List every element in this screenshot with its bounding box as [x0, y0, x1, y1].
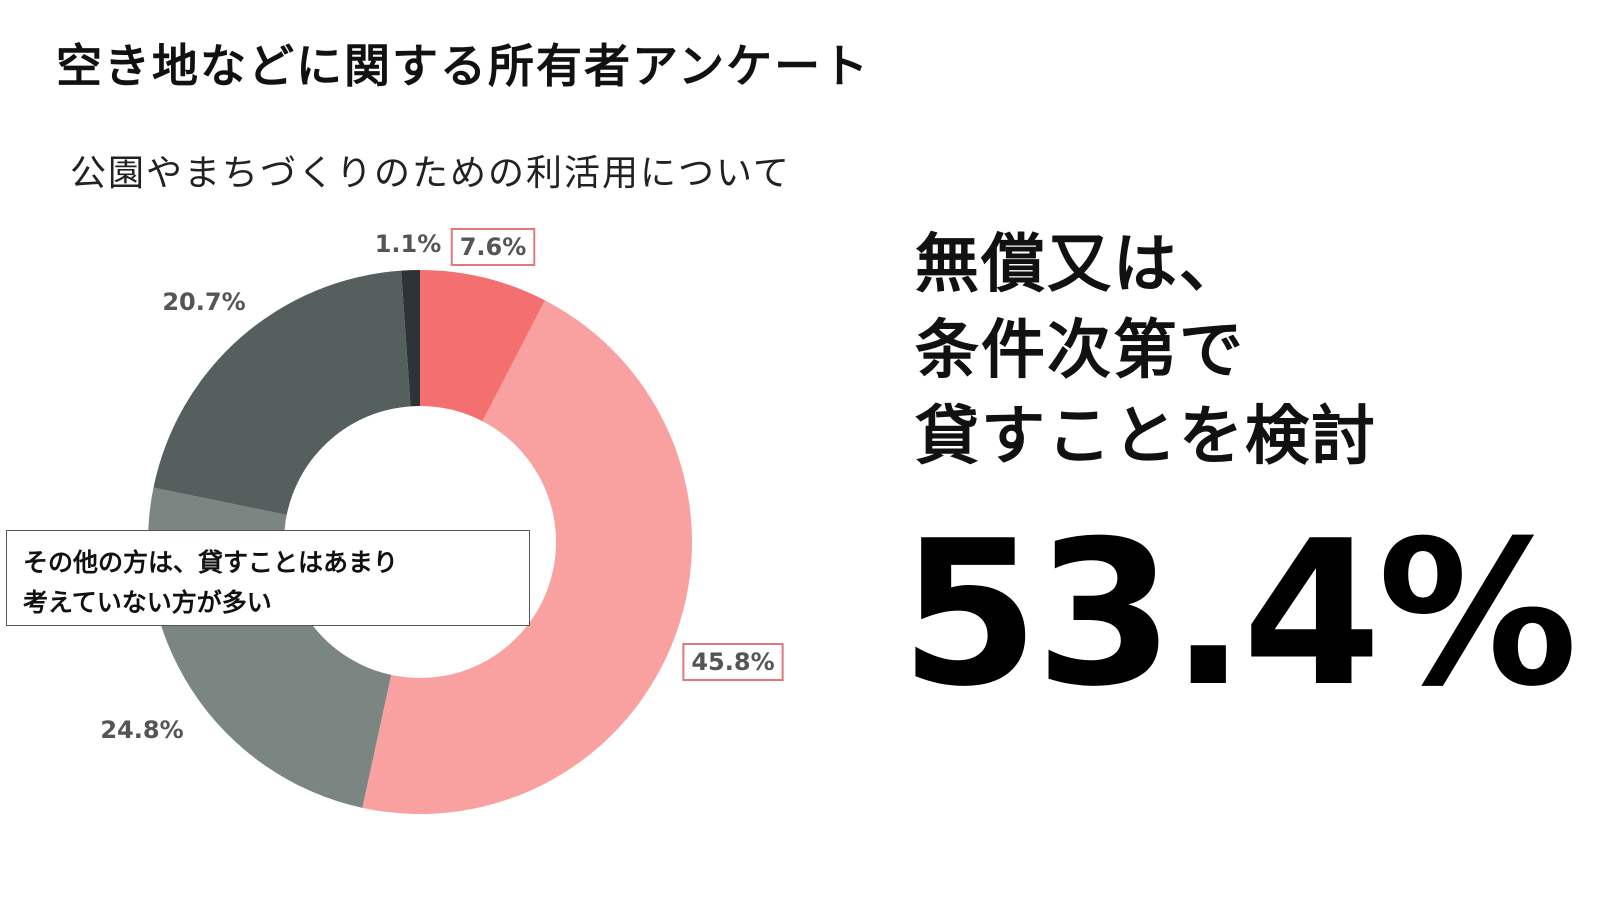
headline-line-1: 無償又は、 — [915, 228, 1245, 302]
callout-line-1: その他の方は、貸すことはあまり — [23, 548, 399, 577]
headline-line-2: 条件次第で — [915, 314, 1245, 388]
slice-label-4: 20.7% — [162, 288, 245, 316]
chart-subtitle: 公園やまちづくりのための利活用について — [70, 153, 791, 194]
callout-line-2: 考えていない方が多い — [23, 588, 272, 617]
slice-label-5: 1.1% — [375, 230, 442, 258]
page-title: 空き地などに関する所有者アンケート — [56, 39, 871, 93]
slice-label-2: 45.8% — [691, 648, 774, 676]
donut-chart: 7.6% 45.8% 24.8% 20.7% 1.1% — [100, 228, 784, 815]
slice-label-highlight-2 — [682, 643, 784, 681]
slice-label-highlight-1 — [450, 228, 536, 266]
slice-label-3: 24.8% — [100, 716, 183, 744]
slice-label-1: 7.6% — [460, 233, 527, 261]
donut-slice-4 — [153, 270, 411, 515]
donut-slice-2 — [362, 300, 693, 815]
donut-slice-5 — [401, 270, 420, 407]
callout-box: その他の方は、貸すことはあまり 考えていない方が多い — [6, 530, 530, 626]
big-percentage: 53.4% — [900, 498, 1578, 731]
donut-slice-1 — [420, 270, 546, 422]
headline-line-3: 貸すことを検討 — [915, 400, 1377, 474]
headline: 無償又は、 条件次第で 貸すことを検討 — [915, 222, 1377, 480]
